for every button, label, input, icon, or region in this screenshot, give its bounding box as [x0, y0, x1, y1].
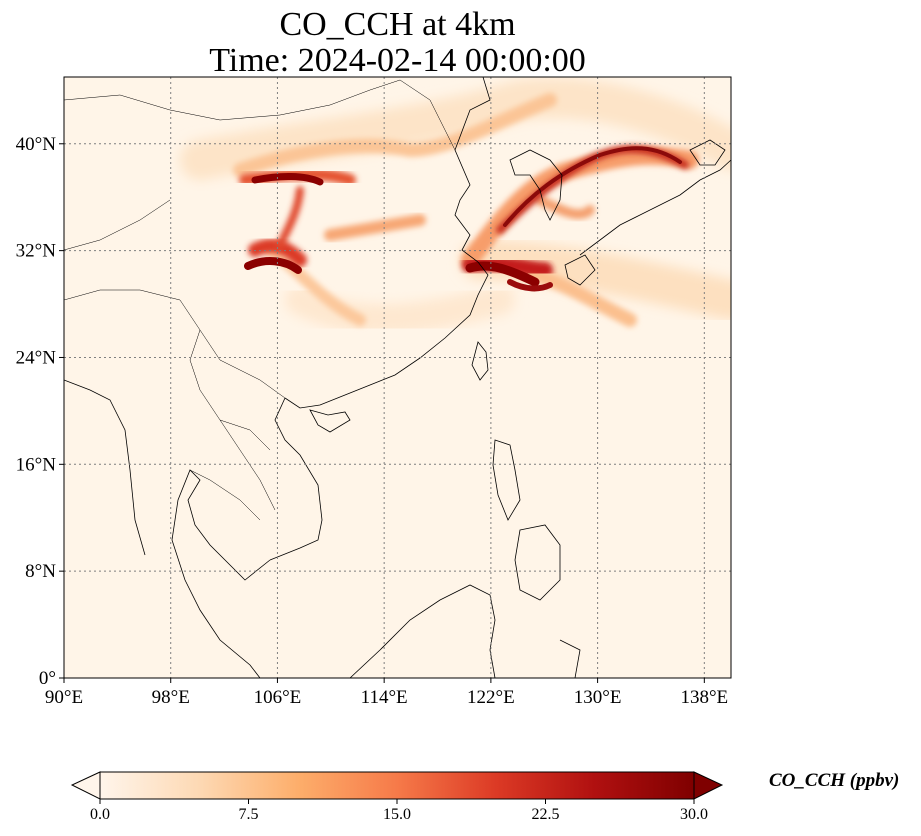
- plume-korea-mid: [535, 195, 595, 220]
- plume-mid-light: [324, 214, 426, 241]
- gridlines: [64, 77, 731, 678]
- map-background: [64, 77, 731, 678]
- coastline-layer: [64, 77, 731, 678]
- colorbar-extend-min: [70, 771, 101, 800]
- colorbar: [70, 771, 724, 804]
- plume-north-vertical: [276, 186, 304, 249]
- plume-central-light: [264, 244, 366, 326]
- hokkaido: [689, 139, 726, 166]
- lon-tick-label: 138°E: [680, 687, 728, 708]
- lon-tick-label: 98°E: [152, 687, 190, 708]
- japan-honshu: [579, 159, 731, 256]
- philippines-luzon: [492, 439, 521, 521]
- vietnam-coast: [269, 397, 323, 561]
- lon-tick-label: 114°E: [361, 687, 408, 708]
- colorbar-tick-label: 22.5: [531, 806, 560, 823]
- plume-haze-north: [180, 78, 731, 180]
- myanmar-coast: [64, 379, 146, 556]
- colorbar-tick-label: 30.0: [680, 806, 708, 823]
- map-frame: [63, 76, 732, 679]
- colorbar-label: CO_CCH (ppbv): [769, 770, 900, 791]
- taiwan: [471, 341, 489, 381]
- lon-tick-label: 122°E: [467, 687, 515, 708]
- map-title: CO_CCH at 4km: [279, 6, 516, 43]
- sulawesi: [559, 639, 581, 678]
- leizhou-hainan: [309, 409, 351, 433]
- plume-north-light: [233, 93, 557, 177]
- plume-haze-south: [285, 285, 515, 334]
- plume-core-sichuan: [244, 257, 302, 274]
- borneo-coast: [349, 584, 496, 678]
- colorbar-extend-max: [693, 771, 724, 800]
- lat-tick-label: 40°N: [16, 134, 57, 155]
- lat-tick-label: 0°: [39, 668, 56, 689]
- plume-core-yangtze: [465, 261, 540, 287]
- colorbar-tick-label: 7.5: [238, 806, 259, 823]
- lon-tick-label: 130°E: [574, 687, 622, 708]
- colorbar-tick-label: 15.0: [383, 806, 411, 823]
- lat-tick-label: 32°N: [16, 241, 57, 262]
- longitude-axis: 90°E 98°E 106°E 114°E 122°E 130°E 138°E: [45, 678, 728, 708]
- map-subtitle-time: Time: 2024-02-14 00:00:00: [209, 42, 586, 79]
- inner-borders: [64, 79, 456, 521]
- lat-tick-label: 16°N: [16, 454, 57, 475]
- lat-tick-label: 8°N: [25, 561, 56, 582]
- lon-tick-label: 90°E: [45, 687, 83, 708]
- plume-core-east: [507, 279, 553, 292]
- plume-core-north: [251, 172, 324, 186]
- latitude-axis: 0° 8°N 16°N 24°N 32°N 40°N: [16, 134, 64, 689]
- korea-coast: [509, 149, 563, 221]
- philippines-south: [514, 524, 561, 601]
- colorbar-gradient: [99, 771, 695, 800]
- colorbar-tick-label: 0.0: [90, 806, 110, 823]
- plume-core-jet: [503, 146, 682, 227]
- co-plume-layer: [180, 78, 731, 334]
- lat-tick-label: 24°N: [16, 347, 57, 368]
- japan-kyushu: [564, 254, 596, 286]
- colorbar-ticks: [99, 799, 695, 804]
- china-coastline: [284, 77, 491, 409]
- lon-tick-label: 106°E: [254, 687, 302, 708]
